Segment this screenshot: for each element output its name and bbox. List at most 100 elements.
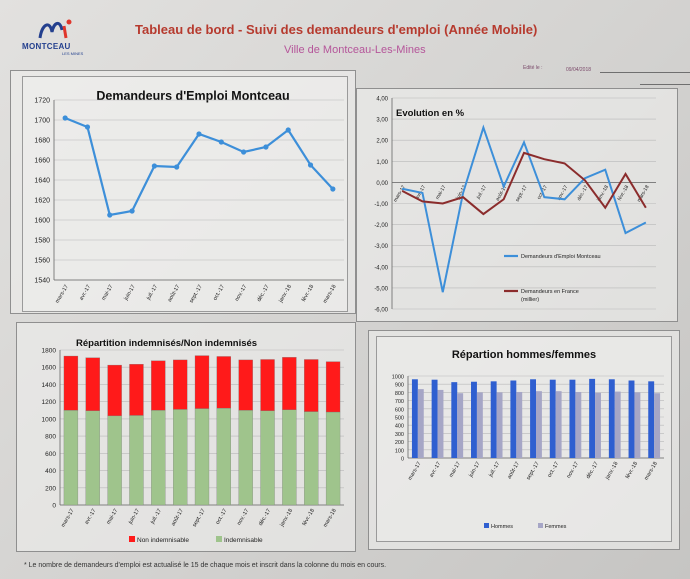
- stacked-bar: [260, 410, 275, 506]
- x-tick-label: janv.-18: [596, 184, 611, 203]
- stacked-bar: [304, 411, 319, 506]
- x-tick-label: juil.-17: [488, 461, 502, 479]
- footnote: * Le nombre de demandeurs d'emploi est a…: [24, 562, 387, 569]
- y-tick-label: -3,00: [374, 244, 388, 250]
- x-tick-label: août-17: [507, 461, 522, 480]
- page-subtitle: Ville de Montceau-Les-Mines: [284, 44, 426, 56]
- header-rule-secondary: [640, 84, 690, 85]
- chart-title: Répartition indemnisés/Non indemnisés: [76, 338, 257, 349]
- x-tick-label: févr.-18: [301, 284, 315, 303]
- chart-title: Répartion hommes/femmes: [452, 349, 596, 361]
- x-tick-label: juin-17: [468, 461, 482, 479]
- stacked-bar: [151, 360, 166, 411]
- y-tick-label: 400: [395, 424, 404, 430]
- legend-swatch: [129, 536, 135, 542]
- x-tick-label: mars-18: [644, 461, 659, 481]
- legend-label-cont: (millier): [521, 297, 539, 303]
- x-tick-label: déc.-17: [256, 284, 270, 303]
- grouped-bar: [589, 378, 596, 458]
- y-tick-label: 800: [395, 391, 404, 397]
- chart-title: Demandeurs d'Emploi Montceau: [96, 89, 289, 103]
- page-title: Tableau de bord - Suivi des demandeurs d…: [135, 22, 538, 37]
- panel-evolution: [356, 88, 678, 322]
- grouped-bar: [471, 381, 477, 458]
- x-tick-label: janv.-18: [278, 284, 293, 304]
- x-tick-label: avr.-17: [429, 461, 443, 479]
- x-tick-label: févr.-18: [625, 461, 639, 480]
- stacked-bar: [85, 410, 100, 506]
- x-tick-label: févr.-18: [302, 508, 316, 527]
- grouped-bar: [516, 391, 523, 458]
- chart-gender: Répartion hommes/femmes 0 100 200 300 400 500 6…: [392, 349, 664, 530]
- legend-label: Femmes: [545, 524, 567, 530]
- x-tick-label: août-17: [170, 508, 185, 527]
- y-tick-label: -5,00: [374, 286, 388, 292]
- x-tick-label: nov.-17: [234, 284, 248, 303]
- stacked-bar: [216, 356, 231, 409]
- y-tick-label: -4,00: [374, 265, 388, 271]
- x-tick-label: sept.-17: [514, 184, 528, 203]
- y-tick-label: 600: [45, 451, 56, 458]
- stacked-bar: [238, 359, 253, 411]
- grouped-bar: [530, 379, 536, 458]
- grouped-bar: [608, 379, 615, 458]
- data-point: [285, 127, 291, 133]
- city-logo: MONTCEAU LES MINES: [22, 16, 92, 58]
- grouped-bar: [451, 382, 458, 458]
- y-tick-label: 1000: [392, 375, 404, 381]
- data-point: [241, 149, 247, 155]
- stacked-bar: [216, 407, 231, 506]
- x-tick-label: avr.-17: [84, 508, 98, 526]
- grouped-bar: [536, 391, 542, 458]
- y-tick-label: 1200: [42, 399, 57, 406]
- chart-montceau-jobseekers: Demandeurs d'Emploi Montceau 1540 1560 1580…: [34, 89, 344, 304]
- stacked-bar: [173, 409, 188, 506]
- x-tick-label: mars-17: [407, 461, 422, 481]
- grouped-bar: [555, 391, 562, 458]
- logo-text: MONTCEAU: [22, 42, 71, 51]
- x-tick-label: mars-18: [323, 508, 338, 528]
- data-point: [62, 115, 68, 121]
- stacked-bar: [151, 410, 166, 506]
- grouped-bar: [614, 391, 621, 458]
- x-tick-label: déc.-17: [576, 184, 590, 202]
- x-tick-label: juin-17: [127, 508, 141, 526]
- x-tick-label: mars-17: [55, 284, 70, 304]
- y-tick-label: -2,00: [374, 223, 388, 229]
- grouped-bar: [417, 389, 424, 458]
- edition-label: Edité le :: [523, 65, 543, 71]
- grouped-bar: [648, 381, 655, 458]
- grouped-bar: [575, 391, 582, 458]
- y-tick-label: 800: [45, 434, 56, 441]
- y-tick-label: 700: [395, 399, 404, 405]
- grouped-bar: [496, 392, 503, 458]
- x-tick-label: avr.-17: [79, 284, 93, 302]
- y-tick-label: 1660: [34, 158, 50, 165]
- x-tick-label: oct.-17: [212, 284, 226, 302]
- stacked-bar: [63, 410, 79, 506]
- grouped-bar: [654, 393, 661, 458]
- stacked-bar: [282, 409, 297, 506]
- y-tick-label: 600: [395, 407, 404, 413]
- x-tick-label: déc.-17: [258, 508, 272, 527]
- logo-icon: [38, 19, 72, 39]
- stacked-bar: [173, 359, 188, 410]
- y-tick-label: 1620: [34, 198, 50, 205]
- y-tick-label: 0: [52, 503, 56, 510]
- grouped-bar: [431, 379, 438, 458]
- x-tick-label: mai-17: [106, 508, 120, 526]
- y-tick-label: 300: [395, 432, 404, 438]
- data-point: [84, 124, 91, 130]
- y-tick-label: 0,00: [376, 181, 388, 187]
- x-tick-label: mars-17: [393, 184, 407, 203]
- stacked-bar: [260, 359, 275, 411]
- data-point: [174, 164, 180, 170]
- stacked-bar: [129, 415, 144, 506]
- stacked-bar: [194, 408, 210, 506]
- data-point: [129, 208, 135, 214]
- y-tick-label: 200: [45, 485, 56, 492]
- panel-gender-inner: [376, 336, 672, 542]
- grouped-bar: [457, 393, 464, 458]
- grouped-bar: [634, 392, 641, 458]
